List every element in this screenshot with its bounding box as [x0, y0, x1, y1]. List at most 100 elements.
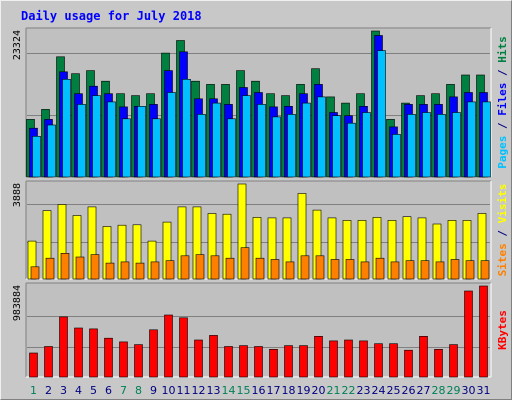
y-max-label: 3888: [12, 183, 23, 207]
x-tick-label-29: 29: [447, 384, 461, 397]
right-label-part: Sites: [496, 243, 509, 276]
bar-pages-21: [332, 115, 341, 178]
bar-kbytes-30: [464, 290, 473, 378]
right-label-part: /: [496, 63, 509, 83]
series-sites: [30, 247, 490, 280]
bar-pages-11: [182, 79, 191, 178]
bar-sites-9: [150, 261, 160, 280]
bar-sites-1: [30, 266, 40, 280]
bar-pages-10: [167, 92, 176, 178]
bar-sites-20: [315, 255, 325, 280]
bar-sites-27: [420, 260, 430, 280]
bar-pages-26: [407, 114, 416, 178]
bar-sites-21: [330, 259, 340, 280]
bar-sites-12: [195, 254, 205, 280]
bar-sites-24: [375, 257, 385, 280]
x-tick-label-27: 27: [417, 384, 431, 397]
bar-sites-13: [210, 255, 220, 280]
right-label-part: /: [496, 116, 509, 136]
bar-pages-28: [437, 114, 446, 178]
bar-sites-23: [360, 261, 370, 280]
bar-sites-22: [345, 259, 355, 280]
x-tick-label-28: 28: [432, 384, 446, 397]
bar-kbytes-13: [209, 335, 218, 378]
bar-sites-19: [300, 255, 310, 280]
bar-sites-29: [450, 259, 460, 280]
bar-pages-19: [302, 102, 311, 178]
bar-pages-2: [47, 124, 56, 178]
right-label-kbytes: KBytes: [496, 310, 509, 350]
bar-kbytes-22: [344, 339, 353, 378]
bar-pages-6: [107, 101, 116, 178]
chart-title: Daily usage for July 2018: [21, 9, 202, 23]
bar-kbytes-27: [419, 335, 428, 378]
bar-sites-26: [405, 260, 415, 280]
right-label-part: Pages: [496, 136, 509, 169]
series-kbytes: [29, 285, 488, 378]
bar-pages-18: [287, 114, 296, 178]
bar-sites-31: [480, 260, 490, 280]
x-tick-label-3: 3: [60, 384, 67, 397]
bar-sites-4: [75, 256, 85, 280]
x-tick-label-5: 5: [90, 384, 97, 397]
bar-kbytes-12: [194, 339, 203, 378]
x-tick-label-10: 10: [162, 384, 176, 397]
panel-kbytes: 983884 KBytes: [12, 282, 509, 378]
bar-pages-17: [272, 116, 281, 178]
bar-kbytes-4: [74, 327, 83, 378]
x-tick-label-20: 20: [312, 384, 326, 397]
x-axis-labels: 1 2 3 4 5 6 7 8 9 10 11 12 13 14 15 16 17 18 19 20 21 22 23 24 2…: [30, 384, 491, 397]
bar-sites-30: [465, 260, 475, 280]
bar-kbytes-24: [374, 343, 383, 378]
bar-kbytes-26: [404, 349, 413, 378]
right-label-visits: Sites / Visits: [496, 184, 509, 277]
x-tick-label-14: 14: [222, 384, 236, 397]
bar-pages-27: [422, 112, 431, 178]
bar-kbytes-9: [149, 329, 158, 378]
x-tick-label-13: 13: [207, 384, 221, 397]
panels-layer: 23324 Pages / Files / Hits 3888 Sites / Vis…: [12, 27, 509, 378]
bar-pages-29: [452, 112, 461, 178]
x-tick-label-11: 11: [177, 384, 191, 397]
x-tick-label-31: 31: [477, 384, 491, 397]
bar-pages-30: [467, 101, 476, 178]
bar-pages-15: [242, 95, 251, 178]
bar-kbytes-10: [164, 314, 173, 378]
bar-sites-28: [435, 261, 445, 280]
bar-kbytes-15: [239, 345, 248, 378]
bar-kbytes-11: [179, 317, 188, 378]
bar-sites-16: [255, 257, 265, 280]
bar-kbytes-16: [254, 346, 263, 378]
y-max-label: 983884: [12, 285, 23, 321]
series-pages: [32, 50, 491, 178]
bar-pages-20: [317, 96, 326, 178]
x-tick-label-19: 19: [297, 384, 311, 397]
panel-visits: 3888 Sites / Visits: [12, 180, 509, 280]
x-tick-label-2: 2: [45, 384, 52, 397]
bar-pages-5: [92, 95, 101, 178]
bar-sites-8: [135, 262, 145, 280]
bar-sites-25: [390, 261, 400, 280]
right-label-hits: Pages / Files / Hits: [496, 36, 509, 169]
y-max-label: 23324: [12, 30, 23, 60]
bar-pages-22: [347, 122, 356, 178]
x-tick-label-9: 9: [150, 384, 157, 397]
bar-sites-2: [45, 257, 55, 280]
bar-kbytes-23: [359, 340, 368, 378]
x-tick-label-24: 24: [372, 384, 386, 397]
bar-pages-12: [197, 114, 206, 178]
bar-sites-15: [240, 247, 250, 280]
bar-kbytes-17: [269, 348, 278, 378]
bar-kbytes-25: [389, 343, 398, 378]
x-tick-label-17: 17: [267, 384, 281, 397]
bar-kbytes-21: [329, 340, 338, 378]
x-tick-label-30: 30: [462, 384, 476, 397]
bar-pages-3: [62, 79, 71, 178]
bar-sites-7: [120, 261, 130, 280]
right-label-part: Visits: [496, 184, 509, 224]
bar-kbytes-1: [29, 352, 38, 378]
bar-sites-17: [270, 259, 280, 280]
bar-pages-9: [152, 118, 161, 178]
